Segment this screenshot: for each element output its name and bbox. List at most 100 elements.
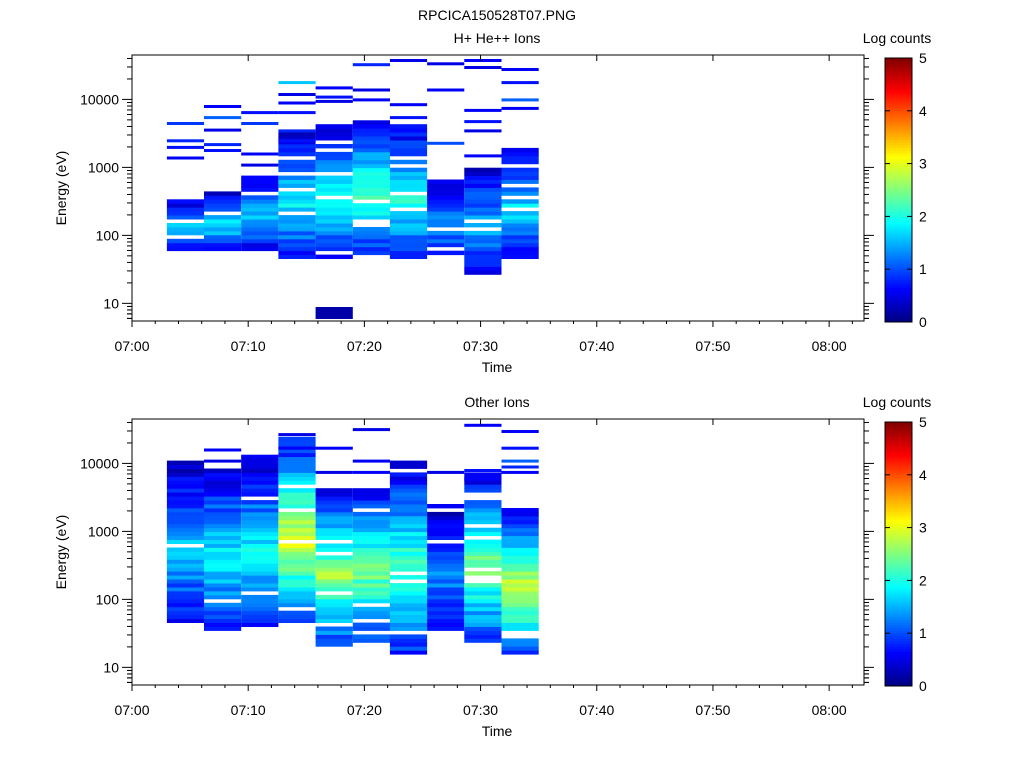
spectrogram-cell [278, 563, 316, 568]
spectrogram-cell [166, 460, 205, 465]
spectrogram-cell [315, 500, 353, 505]
spectrogram-cell [464, 563, 502, 568]
spectrogram-cell [241, 122, 279, 125]
spectrogram-cell [315, 151, 353, 157]
spectrogram-cell [501, 555, 539, 560]
spectrogram-cell [501, 234, 539, 240]
spectrogram-cell [241, 476, 279, 481]
spectrogram-cell [315, 587, 353, 592]
spectrogram-cell [464, 480, 502, 485]
spectrogram-cell [464, 504, 502, 509]
spectrogram-cell [352, 531, 390, 537]
spectrogram-cell [278, 203, 316, 208]
spectrogram-cell [501, 606, 539, 612]
spectrogram-cell [464, 215, 502, 220]
spectrogram-cell [389, 500, 428, 505]
spectrogram-cell [389, 496, 428, 501]
spectrogram-cell [389, 187, 428, 192]
spectrogram-cell [464, 630, 502, 635]
spectrogram-cell [389, 515, 428, 521]
spectrogram-cell [389, 59, 428, 62]
spectrogram-cell [204, 116, 242, 120]
spectrogram-cell [315, 254, 353, 259]
spectrogram-cell [166, 242, 205, 248]
spectrogram-cell [464, 211, 502, 216]
spectrogram-cell [352, 88, 390, 92]
spectrogram-cell [204, 519, 242, 525]
spectrogram-cell [501, 551, 539, 556]
spectrogram-cell [427, 579, 465, 584]
spectrogram-cell [427, 610, 465, 616]
spectrogram-cell [464, 250, 502, 256]
spectrogram-cell [241, 594, 279, 600]
spectrogram-cell [241, 551, 279, 556]
spectrogram-cell [389, 508, 428, 513]
spectrogram-cell [427, 203, 465, 208]
spectrogram-cell [464, 207, 502, 212]
spectrogram-cell [204, 594, 242, 600]
spectrogram-cell [427, 587, 465, 592]
spectrogram-cell [352, 234, 390, 240]
y-tick-label: 10000 [80, 91, 119, 107]
spectrogram-cell [241, 234, 279, 240]
spectrogram-cell [241, 203, 279, 208]
spectrogram-cell [464, 602, 502, 608]
spectrogram-cell [352, 215, 390, 220]
spectrogram-cell [315, 179, 353, 184]
spectrogram-cell [464, 488, 502, 493]
spectrogram-cell [427, 614, 465, 620]
spectrogram-cell [241, 152, 279, 156]
spectrogram-cell [389, 527, 428, 533]
spectrogram-cell [315, 614, 353, 620]
spectrogram-cell [278, 242, 316, 248]
spectrogram-cell [278, 93, 316, 96]
spectrogram-cell [315, 86, 353, 90]
spectrogram-cell [241, 579, 279, 584]
spectrogram-cell [166, 211, 205, 216]
colorbar-label: Log counts [863, 30, 932, 46]
spectrogram-cell [352, 575, 390, 580]
spectrogram-cell [204, 523, 242, 529]
spectrogram-cell [501, 430, 539, 433]
spectrogram-cell [166, 547, 205, 552]
spectrogram-cell [352, 179, 390, 184]
spectrogram-cell [278, 139, 316, 143]
spectrogram-cell [389, 175, 428, 180]
spectrogram-cell [352, 610, 390, 616]
spectrogram-cell [278, 547, 316, 552]
spectrogram-cell [501, 583, 539, 588]
spectrogram-cell [464, 108, 502, 112]
spectrogram-cell [278, 159, 316, 165]
spectrogram-cell [278, 147, 316, 153]
spectrogram-cell [352, 230, 390, 236]
spectrogram-cell [204, 508, 242, 513]
spectrogram-cell [427, 602, 465, 608]
spectrogram-cell [389, 472, 428, 477]
spectrogram-cell [427, 238, 465, 244]
spectrogram-cell [501, 254, 539, 259]
spectrogram-cell [241, 527, 279, 533]
spectrogram-cell [389, 140, 428, 145]
spectrogram-cell [315, 167, 353, 173]
spectrogram-cell [315, 203, 353, 208]
spectrogram-cell [278, 219, 316, 224]
panel-h-he-ions: H+ He++ Ions Log counts 07:00 07:10 07:20 0… [53, 30, 931, 375]
spectrogram-cell [464, 626, 502, 631]
spectrogram-cell [204, 539, 242, 544]
spectrogram-cell [204, 492, 242, 497]
spectrogram-cell [501, 151, 539, 157]
spectrogram-cell [278, 227, 316, 232]
spectrogram-cell [166, 496, 205, 501]
spectrogram-cell [464, 423, 502, 427]
colorbar-frame [884, 421, 913, 687]
spectrogram-cell [501, 594, 539, 600]
spectrogram-cell [389, 575, 428, 580]
spectrogram-cell [278, 579, 316, 584]
spectrogram-cell [278, 523, 316, 529]
spectrogram-cell [241, 484, 279, 489]
spectrogram-cell [352, 227, 390, 232]
spectrogram-cell [389, 128, 428, 133]
spectrogram-cell [241, 555, 279, 560]
spectrogram-cell [389, 199, 428, 204]
spectrogram-cell [278, 234, 316, 240]
